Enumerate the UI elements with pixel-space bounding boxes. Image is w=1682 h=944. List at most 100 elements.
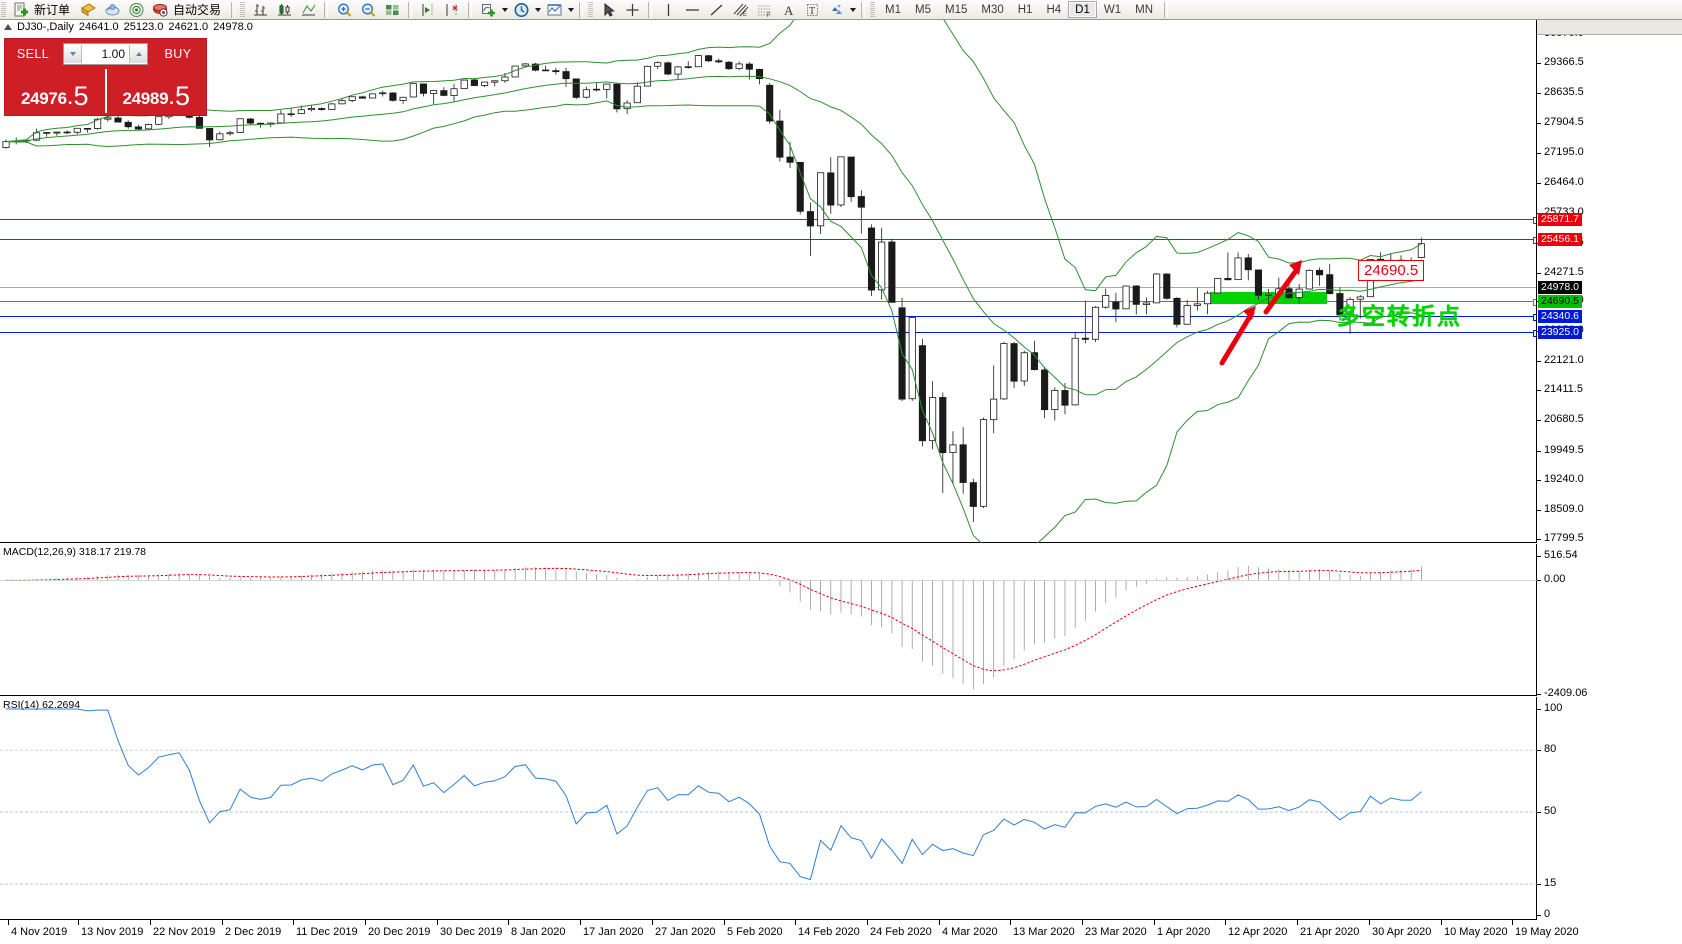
symbol-high: 25123.0	[123, 21, 164, 33]
volume-decrease-button[interactable]	[64, 45, 82, 63]
timeframe-h1[interactable]: H1	[1017, 3, 1033, 16]
period-dropdown-arrow[interactable]	[533, 0, 542, 19]
toolbar-grip[interactable]	[1, 1, 6, 18]
text-label-icon[interactable]: T	[800, 0, 824, 19]
price-chart-canvas	[2, 20, 1425, 543]
price-label-25871: 25871.7	[1538, 213, 1582, 226]
objects-dropdown-arrow[interactable]	[848, 0, 857, 19]
support-line-23925[interactable]	[0, 330, 1540, 337]
toolbar-separator-5	[579, 1, 584, 18]
resistance-line-25871[interactable]	[0, 217, 1540, 224]
sell-price-separator: .	[67, 89, 73, 108]
highlight-zone	[1210, 292, 1327, 304]
auto-scroll-icon[interactable]	[440, 0, 464, 19]
one-click-trading-panel[interactable]: SELL 1.00 BUY 24976 . 5 24989 .	[4, 38, 207, 116]
toolbar-grip-3[interactable]	[588, 1, 594, 18]
current-price-line	[0, 287, 1537, 288]
timeframe-m5[interactable]: M5	[915, 3, 931, 16]
volume-increase-button[interactable]	[129, 45, 147, 63]
line-chart-icon[interactable]	[296, 0, 320, 19]
autotrading-icon[interactable]	[148, 0, 172, 19]
chart-scroll-cap	[1537, 20, 1682, 35]
buy-price-pip: 5	[174, 81, 191, 111]
collapse-triangle-icon[interactable]	[4, 24, 12, 30]
time-axis[interactable]: 4 Nov 2019 13 Nov 2019 22 Nov 2019 2 Dec 20…	[0, 919, 1579, 944]
candlestick-chart-icon[interactable]	[272, 0, 296, 19]
timeframe-h4[interactable]: H4	[1046, 3, 1062, 16]
toolbar-separator-4	[468, 1, 473, 18]
timeframe-w1[interactable]: W1	[1103, 3, 1122, 16]
bar-chart-icon[interactable]	[248, 0, 272, 19]
sell-button[interactable]: SELL	[16, 47, 50, 61]
toolbar-separator-1	[231, 1, 236, 18]
chart-surface[interactable]: DJ30-,Daily 24641.0 25123.0 24621.0 2497…	[0, 20, 1682, 944]
templates-icon[interactable]	[542, 0, 566, 19]
indicators-icon[interactable]	[476, 0, 500, 19]
toolbar-separator-2	[324, 1, 329, 18]
toolbar-separator-3	[408, 1, 413, 18]
svg-text:E: E	[743, 12, 747, 18]
volume-stepper[interactable]: 1.00	[63, 43, 148, 65]
rsi-axis[interactable]: 100 80 50 15 0	[1536, 697, 1682, 920]
price-pane[interactable]: 24690.5 多空转折点 24978.0 25871.7 25456.1 24…	[0, 20, 1682, 544]
cursor-icon[interactable]	[596, 0, 620, 19]
autotrading-label[interactable]: 自动交易	[173, 3, 222, 17]
shift-end-icon[interactable]	[416, 0, 440, 19]
macd-indicator-label: MACD(12,26,9) 318.17 219.78	[3, 546, 147, 558]
horizontal-line-icon[interactable]	[680, 0, 704, 19]
symbol-close: 24978.0	[213, 21, 253, 33]
buy-price[interactable]: 24989 . 5	[107, 69, 207, 113]
svg-text:F: F	[767, 13, 771, 18]
macd-axis[interactable]: 516.54 0.00 -2409.06	[1536, 544, 1682, 699]
objects-icon[interactable]	[824, 0, 848, 19]
equidistant-channel-icon[interactable]: E	[728, 0, 752, 19]
timeframe-m15[interactable]: M15	[945, 3, 968, 16]
price-label-23925: 23925.0	[1538, 326, 1582, 339]
buy-button[interactable]: BUY	[164, 47, 192, 61]
timeframe-d1[interactable]: D1	[1068, 1, 1097, 18]
rsi-indicator-label: RSI(14) 62.2694	[3, 699, 81, 711]
toolbar-separator-6	[648, 1, 653, 18]
volume-value[interactable]: 1.00	[101, 47, 125, 61]
data-window-icon[interactable]	[76, 0, 100, 19]
main-toolbar: 新订单	[0, 0, 1682, 20]
price-label-24340: 24340.6	[1538, 310, 1582, 323]
support-line-24340[interactable]	[0, 314, 1540, 321]
period-icon[interactable]	[509, 0, 533, 19]
zoom-out-icon[interactable]	[356, 0, 380, 19]
macd-chart-canvas	[0, 565, 1537, 690]
price-annotation-box: 24690.5	[1358, 260, 1425, 281]
vertical-line-icon[interactable]	[656, 0, 680, 19]
new-order-icon[interactable]	[9, 0, 33, 19]
price-label-last: 24978.0	[1538, 281, 1582, 294]
timeframe-m30[interactable]: M30	[981, 3, 1004, 16]
indicators-dropdown-arrow[interactable]	[500, 0, 509, 19]
price-pane-bottom-border	[0, 542, 1682, 543]
price-label-25456: 25456.1	[1538, 233, 1582, 246]
sell-price[interactable]: 24976 . 5	[5, 69, 105, 113]
templates-dropdown-arrow[interactable]	[566, 0, 575, 19]
navigator-icon[interactable]	[100, 0, 124, 19]
macd-pane-bottom-border	[0, 695, 1682, 696]
market-watch-icon[interactable]	[124, 0, 148, 19]
toolbar-separator-8	[1164, 1, 1168, 18]
toolbar-grip-4[interactable]	[870, 1, 876, 18]
trendline-icon[interactable]	[704, 0, 728, 19]
text-icon[interactable]: A	[776, 0, 800, 19]
price-axis[interactable]: 24978.0 25871.7 25456.1 24690.5 24340.6 …	[1536, 20, 1682, 544]
timeframe-mn[interactable]: MN	[1135, 3, 1153, 16]
timeframe-m1[interactable]: M1	[885, 3, 902, 16]
crosshair-icon[interactable]	[620, 0, 644, 19]
new-order-label[interactable]: 新订单	[34, 3, 71, 17]
zoom-in-icon[interactable]	[332, 0, 356, 19]
sell-price-main: 24976	[20, 89, 67, 108]
rsi-pane[interactable]: RSI(14) 62.2694 100 80 50 15 0 4 Nov 2019 13 …	[0, 697, 1682, 944]
fibonacci-icon[interactable]: F	[752, 0, 776, 19]
resistance-line-25456[interactable]	[0, 237, 1540, 244]
macd-pane[interactable]: MACD(12,26,9) 318.17 219.78 516.54 0.00 -2…	[0, 544, 1682, 699]
toolbar-grip-2[interactable]	[240, 1, 246, 18]
symbol-info-bar: DJ30-,Daily 24641.0 25123.0 24621.0 2497…	[0, 20, 253, 34]
tile-windows-icon[interactable]	[380, 0, 404, 19]
octp-header-row: SELL 1.00 BUY	[5, 39, 206, 69]
